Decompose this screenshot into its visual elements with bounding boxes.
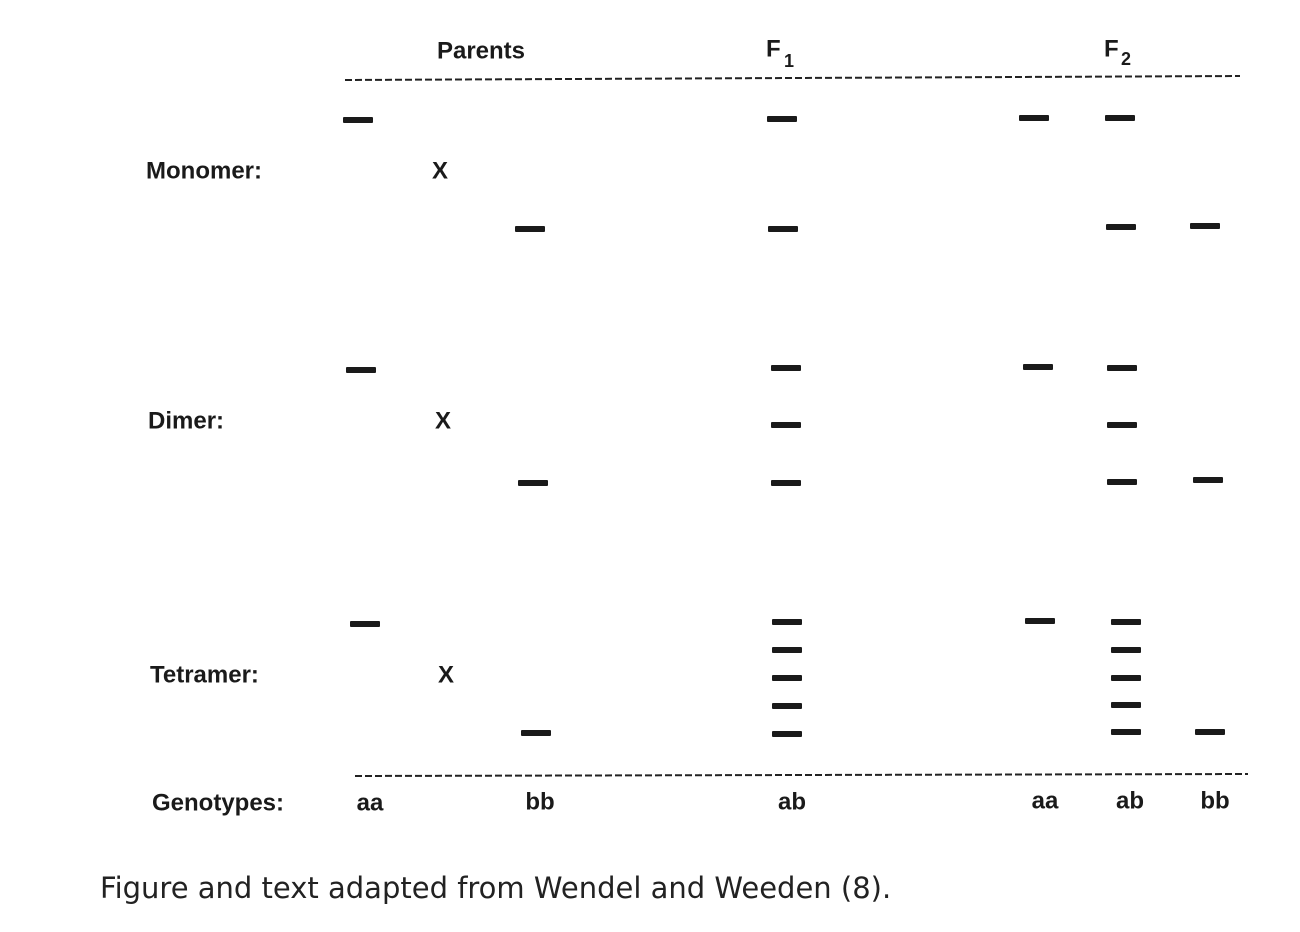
band xyxy=(1195,729,1225,735)
row-label: Monomer: xyxy=(146,157,262,184)
header-f2-sub: 2 xyxy=(1121,49,1131,69)
band xyxy=(771,422,801,428)
band xyxy=(1111,619,1141,625)
genotype: ab xyxy=(1116,787,1144,814)
header-f1-sub: 1 xyxy=(784,51,794,71)
row-label: Dimer: xyxy=(148,407,224,434)
top-divider xyxy=(344,75,1241,81)
cross: X xyxy=(435,407,451,434)
band xyxy=(1111,675,1141,681)
header-f2: F xyxy=(1104,35,1119,62)
genotype: bb xyxy=(525,788,554,815)
band xyxy=(772,619,802,625)
genotype: bb xyxy=(1200,787,1229,814)
header-parents: Parents xyxy=(437,37,525,64)
bottom-divider xyxy=(354,773,1249,777)
band xyxy=(1025,618,1055,624)
band xyxy=(1019,115,1049,121)
caption: Figure and text adapted from Wendel and … xyxy=(100,871,891,905)
band xyxy=(1105,115,1135,121)
band xyxy=(346,367,376,373)
band xyxy=(350,621,380,627)
bands xyxy=(343,115,1225,737)
band xyxy=(772,647,802,653)
cross: X xyxy=(438,661,454,688)
genotype: aa xyxy=(1032,787,1059,814)
band xyxy=(767,116,797,122)
band xyxy=(768,226,798,232)
band xyxy=(1111,647,1141,653)
band xyxy=(1107,422,1137,428)
band xyxy=(1190,223,1220,229)
band xyxy=(515,226,545,232)
genotype: aa xyxy=(357,789,384,816)
cross: X xyxy=(432,157,448,184)
band xyxy=(1111,702,1141,708)
row-label: Tetramer: xyxy=(150,661,259,688)
band xyxy=(1111,729,1141,735)
band xyxy=(772,731,802,737)
band xyxy=(771,480,801,486)
band xyxy=(771,365,801,371)
band xyxy=(518,480,548,486)
band xyxy=(343,117,373,123)
genotype: ab xyxy=(778,788,806,815)
band xyxy=(772,703,802,709)
band xyxy=(1023,364,1053,370)
genotypes-label: Genotypes: xyxy=(152,789,284,816)
band xyxy=(1106,224,1136,230)
band xyxy=(1107,365,1137,371)
band xyxy=(1107,479,1137,485)
band xyxy=(772,675,802,681)
header-f1: F xyxy=(766,35,781,62)
band xyxy=(521,730,551,736)
band xyxy=(1193,477,1223,483)
